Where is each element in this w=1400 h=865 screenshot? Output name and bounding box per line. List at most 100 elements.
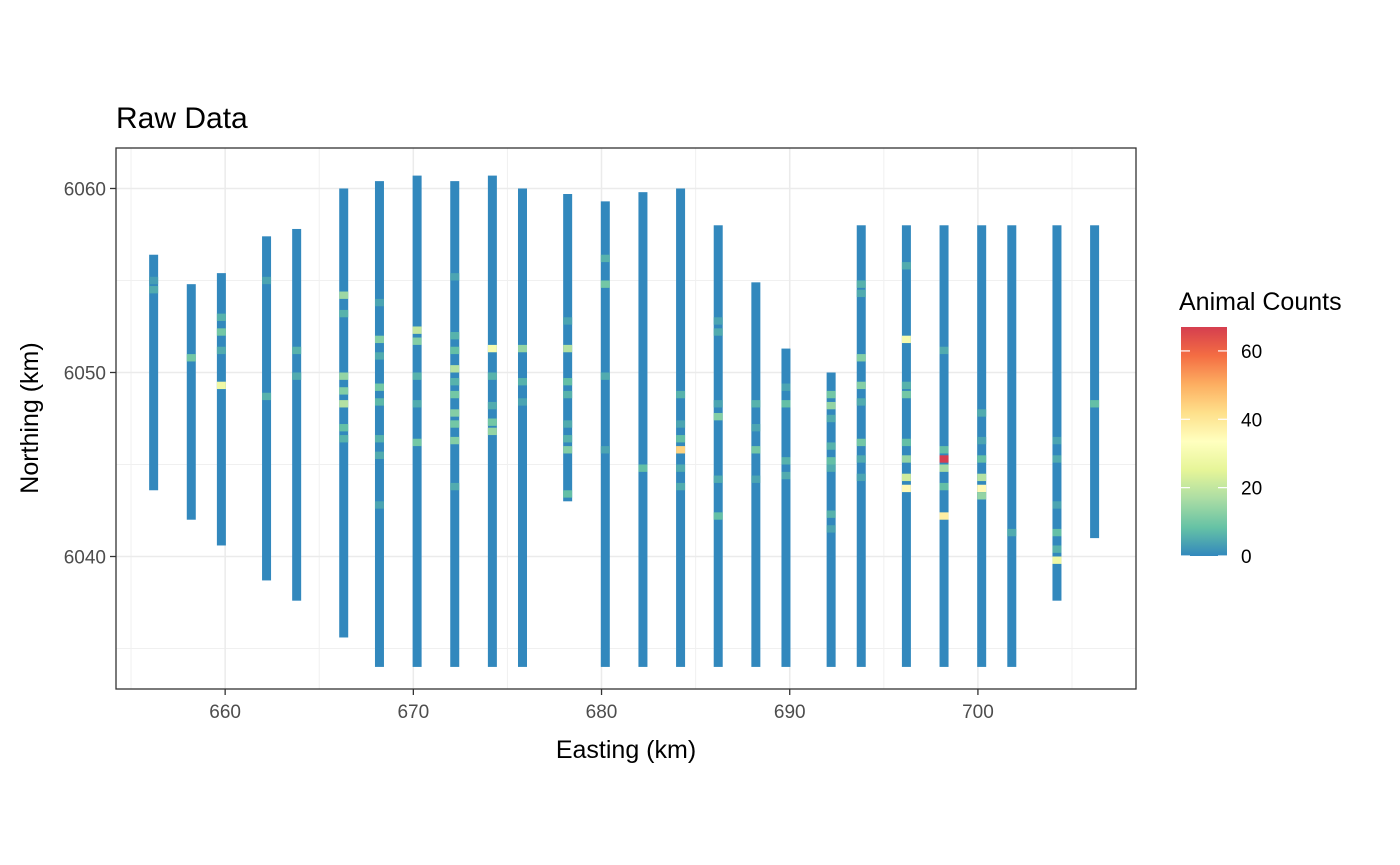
transect [676, 188, 686, 667]
count-cell [826, 510, 836, 518]
count-cell [339, 309, 349, 318]
count-cell [339, 424, 349, 432]
count-cell [826, 464, 836, 472]
count-cell [1090, 400, 1100, 408]
count-cell [450, 409, 460, 417]
transect [216, 273, 226, 546]
count-cell [450, 390, 460, 399]
count-cell [713, 328, 723, 336]
count-cell [339, 291, 349, 299]
count-cell [856, 289, 866, 298]
count-cell [826, 442, 836, 450]
count-cell [856, 438, 866, 447]
transect-strip [856, 225, 866, 667]
count-cell [751, 424, 761, 432]
legend-tick-label: 20 [1241, 479, 1262, 500]
count-cell [939, 482, 949, 491]
count-cell [339, 372, 349, 380]
count-cell [450, 332, 460, 340]
transect-strip [826, 372, 836, 667]
count-cell [826, 390, 836, 399]
count-cell [216, 346, 226, 355]
count-cell [901, 438, 911, 447]
count-cell [856, 455, 866, 463]
count-cell [487, 372, 497, 380]
transect [262, 236, 272, 581]
transect-strip [600, 201, 610, 667]
count-cell [450, 378, 460, 386]
plot-panel-border [115, 147, 1137, 690]
count-cell [1007, 528, 1017, 537]
count-cell [826, 457, 836, 465]
x-tick-label: 680 [586, 702, 618, 723]
count-cell [450, 273, 460, 281]
count-cell [939, 512, 949, 520]
count-cell [450, 346, 460, 355]
x-axis-title: Easting (km) [556, 736, 696, 764]
count-cell [781, 383, 791, 391]
transect [751, 282, 761, 667]
count-cell [339, 435, 349, 443]
count-cell [751, 400, 761, 408]
transect-strip [901, 225, 911, 667]
count-cell [856, 280, 866, 288]
transect [292, 228, 302, 601]
count-cell [262, 392, 272, 401]
transect-strip [1052, 225, 1062, 601]
count-cell [781, 457, 791, 465]
count-cell [149, 286, 159, 294]
count-cell [292, 372, 302, 380]
transect-strip [977, 225, 987, 667]
count-cell [713, 317, 723, 325]
count-cell [1052, 556, 1062, 564]
count-cell [901, 262, 911, 270]
count-cell [1052, 501, 1062, 509]
count-cell [901, 381, 911, 390]
transect-strip [781, 348, 791, 667]
count-cell [826, 414, 836, 423]
count-cell [856, 473, 866, 482]
count-cell [450, 420, 460, 428]
count-cell [186, 354, 196, 362]
transect [412, 175, 422, 667]
count-cell [374, 501, 384, 509]
legend-ticks: 0 20 40 60 [1181, 342, 1262, 568]
count-cell [292, 346, 302, 355]
count-cell [412, 372, 422, 380]
count-cell [563, 420, 573, 428]
count-cell [939, 446, 949, 454]
chart-title: Raw Data [116, 102, 248, 135]
y-tick-label: 6060 [64, 179, 106, 200]
y-tick-label: 6040 [64, 548, 106, 569]
count-cell [374, 383, 384, 391]
count-cell [1052, 528, 1062, 537]
count-cell [412, 326, 422, 334]
count-cell [676, 420, 686, 428]
count-cell [856, 398, 866, 406]
transect [901, 225, 911, 667]
count-cell [939, 455, 949, 463]
transect-strip [339, 188, 349, 638]
transect [1052, 225, 1062, 601]
count-cell [901, 455, 911, 463]
count-cell [517, 398, 527, 406]
transect-strip [1007, 225, 1017, 667]
transect [517, 188, 527, 667]
transect-strip [751, 282, 761, 667]
transect-strip [713, 225, 723, 667]
x-tick-label: 660 [209, 702, 241, 723]
transect-strip [216, 273, 226, 546]
transect-strip [292, 228, 302, 601]
grid-minor [116, 148, 1136, 689]
count-cell [901, 473, 911, 482]
count-cell [487, 418, 497, 426]
count-cell [1052, 436, 1062, 445]
count-cell [977, 484, 987, 493]
transect [563, 194, 573, 502]
count-cell [339, 400, 349, 408]
count-cell [412, 400, 422, 408]
count-cell [563, 446, 573, 454]
count-cell [676, 435, 686, 443]
legend-title: Animal Counts [1179, 288, 1342, 316]
